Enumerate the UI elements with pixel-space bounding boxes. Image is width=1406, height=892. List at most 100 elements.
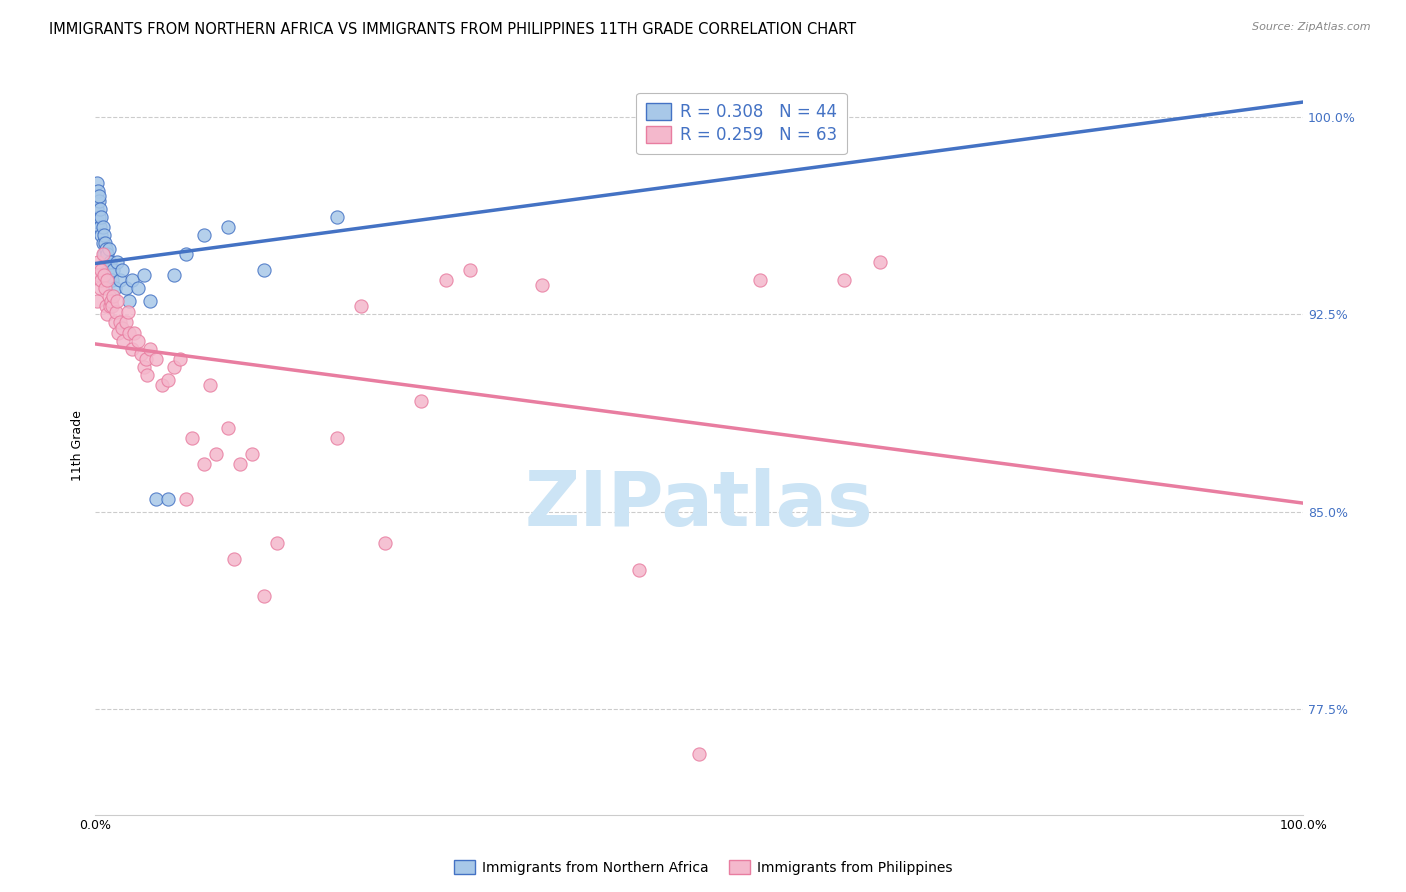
Point [87,194,110,209]
Point [91,247,114,261]
Point [118,294,141,309]
Point [90,262,112,277]
Point [869,254,891,268]
Point [101,300,124,314]
Point [136,368,159,382]
Point [101,273,124,287]
Point [156,491,179,506]
Point [103,262,125,277]
Point [118,326,141,340]
Point [104,304,127,318]
Point [434,273,457,287]
Point [96,262,118,277]
Point [104,315,127,329]
Point [138,342,160,356]
Point [169,352,191,367]
Point [103,289,125,303]
Point [114,315,136,329]
Point [96,273,118,287]
Point [193,458,215,472]
Point [90,210,112,224]
Point [87,184,110,198]
Point [224,552,246,566]
Point [229,458,252,472]
Point [174,247,197,261]
Point [104,281,127,295]
Point [107,326,129,340]
Point [90,228,112,243]
Point [97,289,120,303]
Point [193,228,215,243]
Point [253,589,276,603]
Point [91,236,114,251]
Point [89,281,111,295]
Point [411,394,433,409]
Point [127,334,149,348]
Point [150,378,173,392]
Point [326,210,349,224]
Point [100,268,122,282]
Point [458,262,481,277]
Point [832,273,855,287]
Point [90,273,112,287]
Point [98,254,121,268]
Point [86,176,108,190]
Point [121,342,143,356]
Point [117,304,139,318]
Point [748,273,770,287]
Point [86,202,108,216]
Point [135,352,157,367]
Point [86,294,108,309]
Point [96,307,118,321]
Point [100,294,122,309]
Point [145,491,167,506]
Point [138,294,160,309]
Point [91,220,114,235]
Point [111,320,134,334]
Point [350,300,373,314]
Point [174,491,197,506]
Point [108,315,131,329]
Point [181,431,204,445]
Point [205,447,228,461]
Point [96,242,118,256]
Point [266,536,288,550]
Point [122,326,145,340]
Point [217,420,239,434]
Point [89,220,111,235]
Point [87,254,110,268]
Point [132,268,155,282]
Point [96,247,118,261]
Point [98,300,121,314]
Point [93,268,115,282]
Point [217,220,239,235]
Point [198,378,221,392]
Point [253,262,276,277]
Text: IMMIGRANTS FROM NORTHERN AFRICA VS IMMIGRANTS FROM PHILIPPINES 11TH GRADE CORREL: IMMIGRANTS FROM NORTHERN AFRICA VS IMMIG… [49,22,856,37]
Point [163,359,186,374]
Point [87,189,110,203]
Point [97,242,120,256]
Legend: R = 0.308   N = 44, R = 0.259   N = 63: R = 0.308 N = 44, R = 0.259 N = 63 [637,93,846,154]
Point [129,347,152,361]
Point [688,747,710,761]
Point [94,236,117,251]
Point [114,281,136,295]
Point [87,210,110,224]
Text: ZIPatlas: ZIPatlas [524,468,873,542]
Point [531,278,554,293]
Point [93,247,115,261]
Point [94,281,117,295]
Point [748,110,770,124]
Point [87,215,110,229]
Point [627,563,650,577]
Point [111,262,134,277]
Legend: Immigrants from Northern Africa, Immigrants from Philippines: Immigrants from Northern Africa, Immigra… [449,855,957,880]
Point [87,268,110,282]
Text: Source: ZipAtlas.com: Source: ZipAtlas.com [1253,22,1371,32]
Point [374,536,396,550]
Point [326,431,349,445]
Point [108,273,131,287]
Point [132,359,155,374]
Point [145,352,167,367]
